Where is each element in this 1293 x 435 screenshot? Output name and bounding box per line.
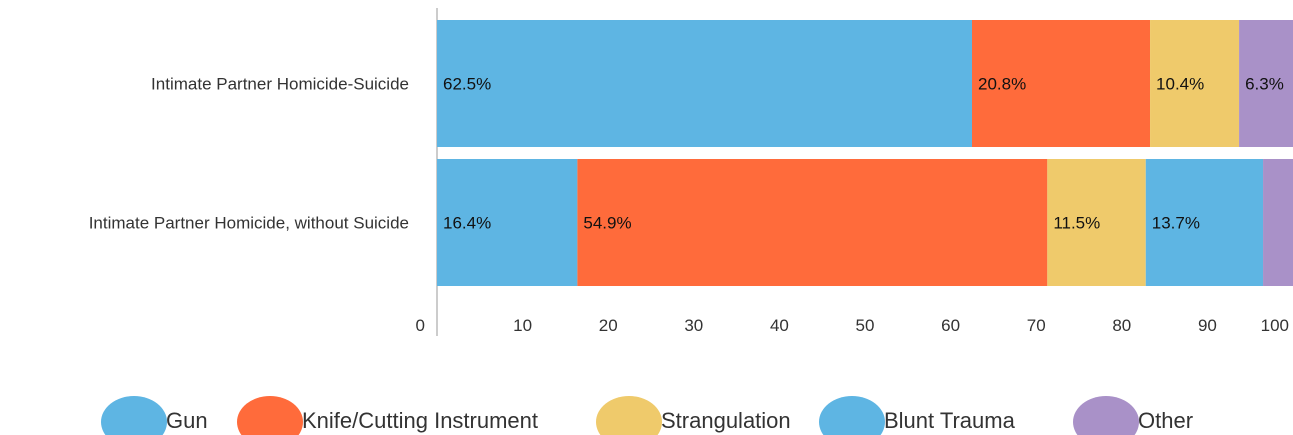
legend-swatch — [101, 396, 167, 435]
legend-label: Blunt Trauma — [884, 408, 1016, 433]
legend-swatch — [1073, 396, 1139, 435]
bar-segment — [1145, 159, 1264, 286]
x-tick-label: 40 — [770, 316, 789, 335]
x-tick-label: 50 — [856, 316, 875, 335]
bar-segment — [972, 20, 1151, 147]
legend-swatch — [237, 396, 303, 435]
x-tick-label: 10 — [513, 316, 532, 335]
x-tick-label: 90 — [1198, 316, 1217, 335]
x-tick-label: 100 — [1261, 316, 1289, 335]
x-tick-label: 0 — [416, 316, 425, 335]
bar-segment — [1263, 159, 1293, 286]
legend-swatch — [819, 396, 885, 435]
bar-segment — [577, 159, 1048, 286]
x-tick-label: 30 — [684, 316, 703, 335]
bar-segment — [1047, 159, 1146, 286]
legend-label: Other — [1138, 408, 1193, 433]
x-tick-label: 70 — [1027, 316, 1046, 335]
x-tick-label: 80 — [1112, 316, 1131, 335]
category-label: Intimate Partner Homicide-Suicide — [151, 75, 409, 94]
legend-label: Knife/Cutting Instrument — [302, 408, 538, 433]
legend-label: Gun — [166, 408, 208, 433]
data-label: 20.8% — [978, 75, 1026, 94]
data-label: 13.7% — [1152, 214, 1200, 233]
data-label: 62.5% — [443, 75, 491, 94]
bar-segment — [437, 159, 578, 286]
data-label: 11.5% — [1053, 214, 1100, 233]
data-label: 10.4% — [1156, 75, 1204, 94]
bar-segment — [437, 20, 972, 147]
category-label: Intimate Partner Homicide, without Suici… — [89, 214, 409, 233]
x-tick-label: 20 — [599, 316, 618, 335]
data-label: 16.4% — [443, 214, 491, 233]
bar-segment — [1239, 20, 1293, 147]
bar-segment — [1150, 20, 1240, 147]
data-label: 6.3% — [1245, 75, 1284, 94]
data-label: 54.9% — [583, 214, 631, 233]
x-tick-label: 60 — [941, 316, 960, 335]
legend-label: Strangulation — [661, 408, 791, 433]
legend-swatch — [596, 396, 662, 435]
